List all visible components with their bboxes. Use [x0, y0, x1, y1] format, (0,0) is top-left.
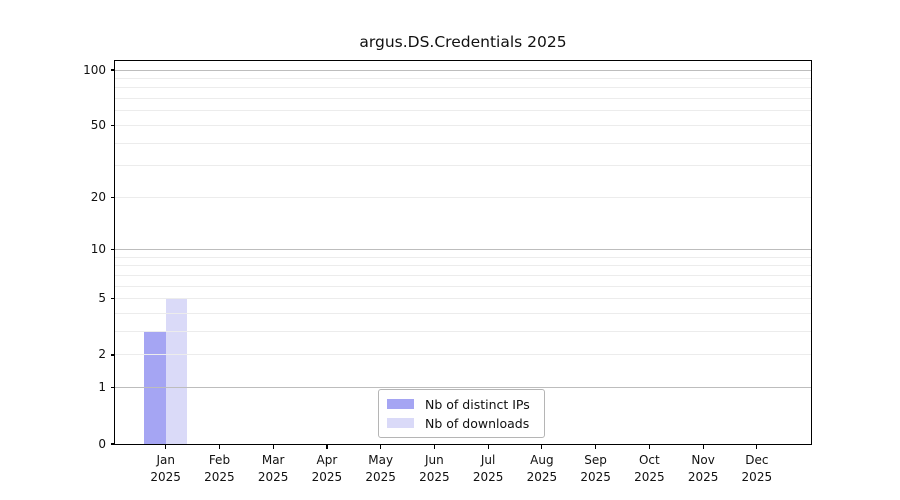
x-label-year: 2025 — [419, 469, 450, 484]
legend: Nb of distinct IPs Nb of downloads — [378, 389, 545, 438]
gridline-major — [115, 387, 811, 389]
x-label-year: 2025 — [204, 469, 235, 484]
x-tick-label: Jan 2025 — [139, 452, 193, 485]
x-tick — [326, 444, 328, 449]
x-label-month: Nov — [691, 453, 715, 467]
x-tick-label: Oct 2025 — [622, 452, 676, 485]
gridline-minor — [115, 265, 811, 267]
bar-downloads-jan — [165, 298, 188, 444]
gridline-minor — [115, 354, 811, 356]
gridline-minor — [115, 196, 811, 198]
y-tick-label: 10 — [90, 242, 106, 257]
x-tick-label: Dec 2025 — [730, 452, 784, 485]
gridline-minor — [115, 124, 811, 126]
y-tick — [110, 69, 115, 71]
y-tick — [110, 443, 115, 445]
x-tick — [756, 444, 758, 449]
gridline-minor — [115, 275, 811, 277]
x-label-month: Jun — [425, 453, 444, 467]
x-label-month: Sep — [584, 453, 607, 467]
legend-label: Nb of downloads — [425, 415, 530, 431]
x-label-month: May — [368, 453, 394, 467]
x-tick — [702, 444, 704, 449]
gridline-minor — [115, 165, 811, 167]
y-tick-label: 50 — [90, 117, 106, 132]
x-label-year: 2025 — [634, 469, 665, 484]
x-tick-label: Jul 2025 — [461, 452, 515, 485]
y-tick — [110, 249, 115, 251]
x-tick — [648, 444, 650, 449]
x-tick-label: May 2025 — [354, 452, 408, 485]
x-label-month: Mar — [261, 453, 285, 467]
x-tick-label: Feb 2025 — [192, 452, 246, 485]
gridline-major — [115, 249, 811, 251]
x-tick — [380, 444, 382, 449]
x-label-year: 2025 — [257, 469, 289, 484]
x-label-year: 2025 — [687, 469, 719, 484]
x-label-year: 2025 — [741, 469, 773, 484]
y-tick-label: 1 — [98, 380, 106, 395]
y-tick-label: 100 — [83, 62, 106, 77]
y-tick-label: 2 — [98, 347, 106, 362]
legend-row: Nb of downloads — [387, 414, 536, 432]
x-tick — [541, 444, 543, 449]
gridline-minor — [115, 313, 811, 315]
x-tick — [272, 444, 274, 449]
gridline-minor — [115, 256, 811, 258]
x-label-month: Dec — [745, 453, 769, 467]
x-label-month: Apr — [316, 453, 338, 467]
gridline-minor — [115, 87, 811, 89]
x-label-year: 2025 — [150, 469, 181, 484]
y-tick-label: 0 — [98, 436, 106, 451]
x-tick-label: Apr 2025 — [300, 452, 354, 485]
y-tick — [110, 354, 115, 356]
x-tick — [433, 444, 435, 449]
x-tick-label: Mar 2025 — [246, 452, 300, 485]
x-label-month: Jan — [156, 453, 175, 467]
y-tick — [110, 124, 115, 127]
gridline-major — [115, 69, 811, 71]
gridline-minor — [115, 142, 811, 144]
x-tick — [487, 444, 489, 449]
legend-label: Nb of distinct IPs — [425, 396, 530, 412]
gridline-minor — [115, 298, 811, 300]
y-tick — [110, 196, 115, 198]
x-tick-label: Jun 2025 — [407, 452, 461, 485]
x-label-month: Aug — [530, 453, 554, 467]
gridline-minor — [115, 110, 811, 112]
x-label-year: 2025 — [580, 469, 611, 484]
legend-swatch — [387, 398, 414, 410]
x-label-year: 2025 — [311, 469, 343, 484]
x-label-month: Jul — [480, 453, 496, 467]
y-tick-label: 20 — [90, 189, 106, 204]
gridline-minor — [115, 285, 811, 287]
x-tick — [218, 444, 221, 449]
y-tick-label: 5 — [98, 291, 106, 306]
gridline-minor — [115, 331, 811, 333]
x-tick — [165, 444, 167, 449]
x-label-month: Feb — [208, 453, 231, 467]
chart-title: argus.DS.Credentials 2025 — [359, 33, 567, 51]
legend-swatch — [387, 417, 414, 429]
x-tick-label: Sep 2025 — [569, 452, 623, 485]
gridline-minor — [115, 98, 811, 100]
x-label-month: Oct — [638, 453, 660, 467]
x-label-year: 2025 — [526, 469, 558, 484]
x-tick — [595, 444, 597, 449]
x-tick-label: Nov 2025 — [676, 452, 730, 485]
x-label-year: 2025 — [472, 469, 504, 484]
y-tick — [110, 387, 115, 389]
y-tick — [110, 298, 115, 300]
legend-row: Nb of distinct IPs — [387, 395, 536, 413]
gridline-minor — [115, 78, 811, 80]
x-tick-label: Aug 2025 — [515, 452, 569, 485]
x-label-year: 2025 — [365, 469, 396, 484]
